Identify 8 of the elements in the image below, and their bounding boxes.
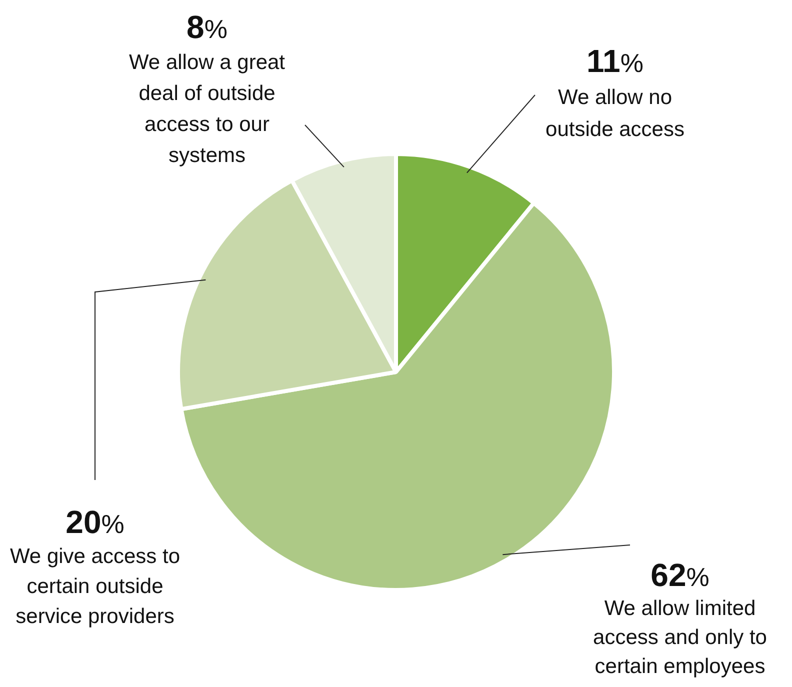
slice-label: We allow no outside access	[546, 86, 684, 141]
slice-label: We give access to certain outside service providers	[10, 545, 180, 628]
data-label: 8%	[186, 9, 228, 45]
data-label: 20%	[66, 504, 124, 540]
slice-label: We allow a great deal of outside access to our systems	[128, 51, 286, 167]
data-label: 11%	[586, 43, 644, 79]
data-label: 62%	[650, 557, 710, 593]
slice-label: We allow limited access and only to certain employees	[593, 597, 767, 678]
